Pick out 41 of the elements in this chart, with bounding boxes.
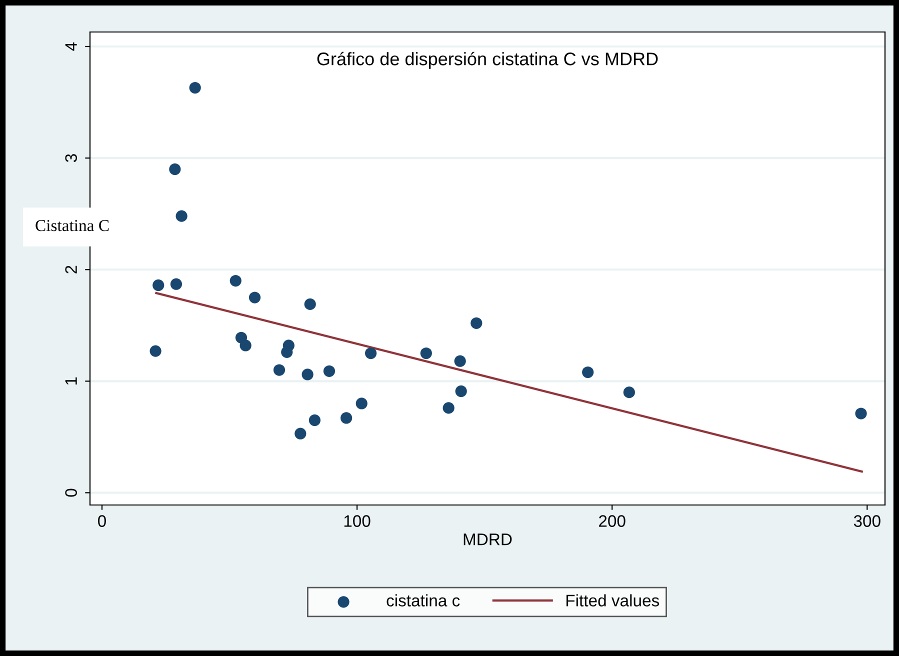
point xyxy=(304,298,316,310)
x-tick-label: 200 xyxy=(599,515,626,527)
y-tick-label: 2 xyxy=(65,266,77,274)
y-tick-label: 4 xyxy=(65,42,77,51)
point xyxy=(176,210,188,222)
point xyxy=(281,346,293,358)
point xyxy=(294,428,306,440)
point xyxy=(308,414,321,426)
point xyxy=(855,408,867,420)
x-tick-label: 0 xyxy=(98,515,106,527)
point xyxy=(582,366,594,378)
point xyxy=(356,398,368,410)
point xyxy=(169,163,181,176)
point xyxy=(340,412,352,424)
point xyxy=(323,365,336,377)
point xyxy=(455,385,467,398)
point xyxy=(273,364,286,376)
point xyxy=(230,274,242,287)
point xyxy=(170,278,182,290)
point xyxy=(150,345,162,357)
legend-label: Fitted values xyxy=(566,594,660,606)
legend-label: cistatina c xyxy=(386,594,460,606)
point xyxy=(442,402,454,414)
point xyxy=(302,368,314,380)
y-tick-label: 0 xyxy=(65,488,77,497)
point xyxy=(248,292,261,304)
point xyxy=(623,386,635,398)
point xyxy=(470,317,482,329)
x-tick-label: 100 xyxy=(344,515,370,527)
y-tick-label: 1 xyxy=(65,377,77,385)
point xyxy=(189,82,201,94)
point xyxy=(365,347,377,360)
x-tick-label: 300 xyxy=(854,515,880,527)
point xyxy=(420,347,432,360)
point xyxy=(454,355,466,367)
y-tick-label: 3 xyxy=(65,154,77,162)
x-axis-title: MDRD xyxy=(464,534,512,546)
y-axis-title: Cistatina C xyxy=(36,220,109,232)
text: Gráfico de dispersión cistatina C vs MDRD xyxy=(317,52,658,69)
point xyxy=(240,340,252,352)
point xyxy=(152,279,164,292)
